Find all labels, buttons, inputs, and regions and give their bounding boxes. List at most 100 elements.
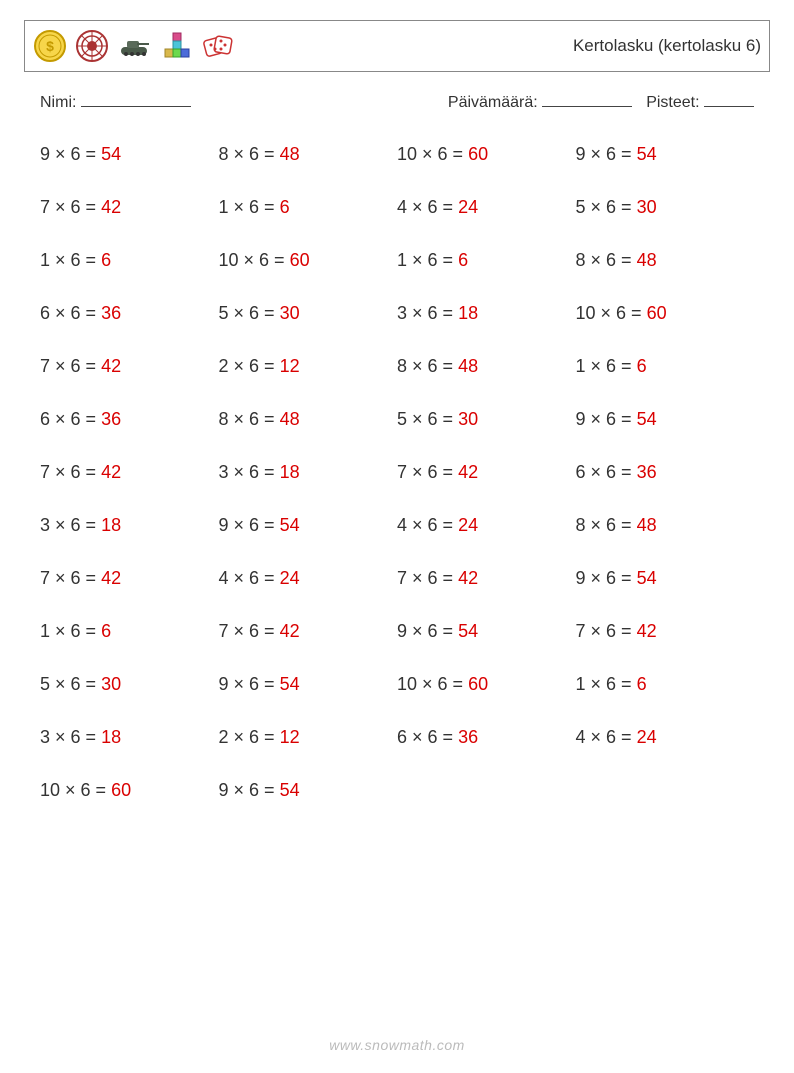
- problem-answer: 60: [111, 780, 131, 800]
- problem-expression: 7 × 6 =: [40, 568, 101, 588]
- problem-expression: 8 × 6 =: [219, 409, 280, 429]
- problem-expression: 5 × 6 =: [219, 303, 280, 323]
- problem-expression: 1 × 6 =: [397, 250, 458, 270]
- problem-cell: 10 × 6 = 60: [397, 144, 576, 165]
- problem-expression: 2 × 6 =: [219, 727, 280, 747]
- worksheet-title: Kertolasku (kertolasku 6): [573, 36, 761, 56]
- problem-expression: 10 × 6 =: [397, 674, 468, 694]
- tank-icon: [117, 29, 151, 63]
- problem-cell: 1 × 6 = 6: [576, 356, 755, 377]
- problem-answer: 42: [101, 197, 121, 217]
- problem-cell: 10 × 6 = 60: [397, 674, 576, 695]
- problem-cell: 7 × 6 = 42: [219, 621, 398, 642]
- problem-cell: 1 × 6 = 6: [219, 197, 398, 218]
- problem-cell: [397, 780, 576, 801]
- problem-expression: 6 × 6 =: [40, 409, 101, 429]
- problem-expression: 1 × 6 =: [576, 674, 637, 694]
- header-box: $: [24, 20, 770, 72]
- problem-answer: 48: [637, 250, 657, 270]
- problem-expression: 6 × 6 =: [40, 303, 101, 323]
- problem-answer: 24: [458, 197, 478, 217]
- problem-cell: 8 × 6 = 48: [576, 250, 755, 271]
- problem-cell: 1 × 6 = 6: [40, 621, 219, 642]
- problem-cell: 6 × 6 = 36: [576, 462, 755, 483]
- problem-answer: 48: [280, 144, 300, 164]
- problem-cell: 8 × 6 = 48: [576, 515, 755, 536]
- problem-expression: 8 × 6 =: [397, 356, 458, 376]
- problem-expression: 10 × 6 =: [576, 303, 647, 323]
- problem-answer: 54: [637, 568, 657, 588]
- problem-cell: 9 × 6 = 54: [576, 568, 755, 589]
- problem-expression: 8 × 6 =: [219, 144, 280, 164]
- problem-expression: 7 × 6 =: [576, 621, 637, 641]
- problem-answer: 60: [647, 303, 667, 323]
- problem-cell: 7 × 6 = 42: [40, 462, 219, 483]
- problem-expression: 3 × 6 =: [219, 462, 280, 482]
- problem-answer: 30: [458, 409, 478, 429]
- problem-cell: 8 × 6 = 48: [219, 144, 398, 165]
- dice-icon: [201, 29, 235, 63]
- header-icons: $: [33, 29, 235, 63]
- problem-expression: 1 × 6 =: [40, 250, 101, 270]
- date-label: Päivämäärä:: [448, 94, 538, 111]
- problem-answer: 6: [101, 621, 111, 641]
- info-row: Nimi: Päivämäärä: Pisteet:: [40, 90, 754, 112]
- problem-cell: 7 × 6 = 42: [40, 356, 219, 377]
- problem-cell: 4 × 6 = 24: [397, 515, 576, 536]
- problem-answer: 60: [468, 674, 488, 694]
- problem-answer: 54: [458, 621, 478, 641]
- problem-answer: 42: [101, 462, 121, 482]
- problem-cell: 6 × 6 = 36: [397, 727, 576, 748]
- problem-expression: 1 × 6 =: [219, 197, 280, 217]
- problem-cell: 8 × 6 = 48: [219, 409, 398, 430]
- problem-answer: 18: [101, 515, 121, 535]
- problem-cell: 9 × 6 = 54: [40, 144, 219, 165]
- problem-answer: 54: [637, 409, 657, 429]
- coin-icon: $: [33, 29, 67, 63]
- problem-cell: 9 × 6 = 54: [219, 674, 398, 695]
- problem-answer: 6: [637, 674, 647, 694]
- problem-answer: 18: [101, 727, 121, 747]
- problem-expression: 6 × 6 =: [397, 727, 458, 747]
- problem-cell: 6 × 6 = 36: [40, 409, 219, 430]
- problem-answer: 36: [458, 727, 478, 747]
- problem-answer: 24: [458, 515, 478, 535]
- problem-cell: 3 × 6 = 18: [397, 303, 576, 324]
- problem-expression: 4 × 6 =: [397, 197, 458, 217]
- problem-answer: 48: [637, 515, 657, 535]
- problem-cell: [576, 780, 755, 801]
- tetris-icon: [159, 29, 193, 63]
- problem-expression: 9 × 6 =: [576, 409, 637, 429]
- problem-expression: 4 × 6 =: [576, 727, 637, 747]
- problem-cell: 9 × 6 = 54: [576, 409, 755, 430]
- problem-cell: 9 × 6 = 54: [397, 621, 576, 642]
- problem-expression: 2 × 6 =: [219, 356, 280, 376]
- problem-answer: 54: [101, 144, 121, 164]
- problem-cell: 3 × 6 = 18: [219, 462, 398, 483]
- problem-answer: 24: [637, 727, 657, 747]
- problem-expression: 1 × 6 =: [576, 356, 637, 376]
- problem-cell: 1 × 6 = 6: [397, 250, 576, 271]
- problem-answer: 18: [280, 462, 300, 482]
- problem-answer: 42: [637, 621, 657, 641]
- problem-expression: 7 × 6 =: [40, 462, 101, 482]
- problem-expression: 3 × 6 =: [40, 727, 101, 747]
- problem-answer: 36: [101, 303, 121, 323]
- problem-answer: 24: [280, 568, 300, 588]
- problem-answer: 42: [101, 568, 121, 588]
- problem-answer: 54: [280, 674, 300, 694]
- problem-answer: 6: [101, 250, 111, 270]
- problem-cell: 7 × 6 = 42: [397, 462, 576, 483]
- date-blank: [542, 90, 632, 107]
- problem-cell: 4 × 6 = 24: [576, 727, 755, 748]
- problem-cell: 7 × 6 = 42: [40, 197, 219, 218]
- problem-expression: 3 × 6 =: [397, 303, 458, 323]
- problems-grid: 9 × 6 = 548 × 6 = 4810 × 6 = 609 × 6 = 5…: [40, 144, 754, 801]
- problem-expression: 8 × 6 =: [576, 515, 637, 535]
- problem-answer: 12: [280, 727, 300, 747]
- problem-cell: 2 × 6 = 12: [219, 356, 398, 377]
- svg-text:$: $: [46, 38, 54, 54]
- problem-expression: 9 × 6 =: [576, 144, 637, 164]
- problem-cell: 3 × 6 = 18: [40, 727, 219, 748]
- problem-answer: 30: [637, 197, 657, 217]
